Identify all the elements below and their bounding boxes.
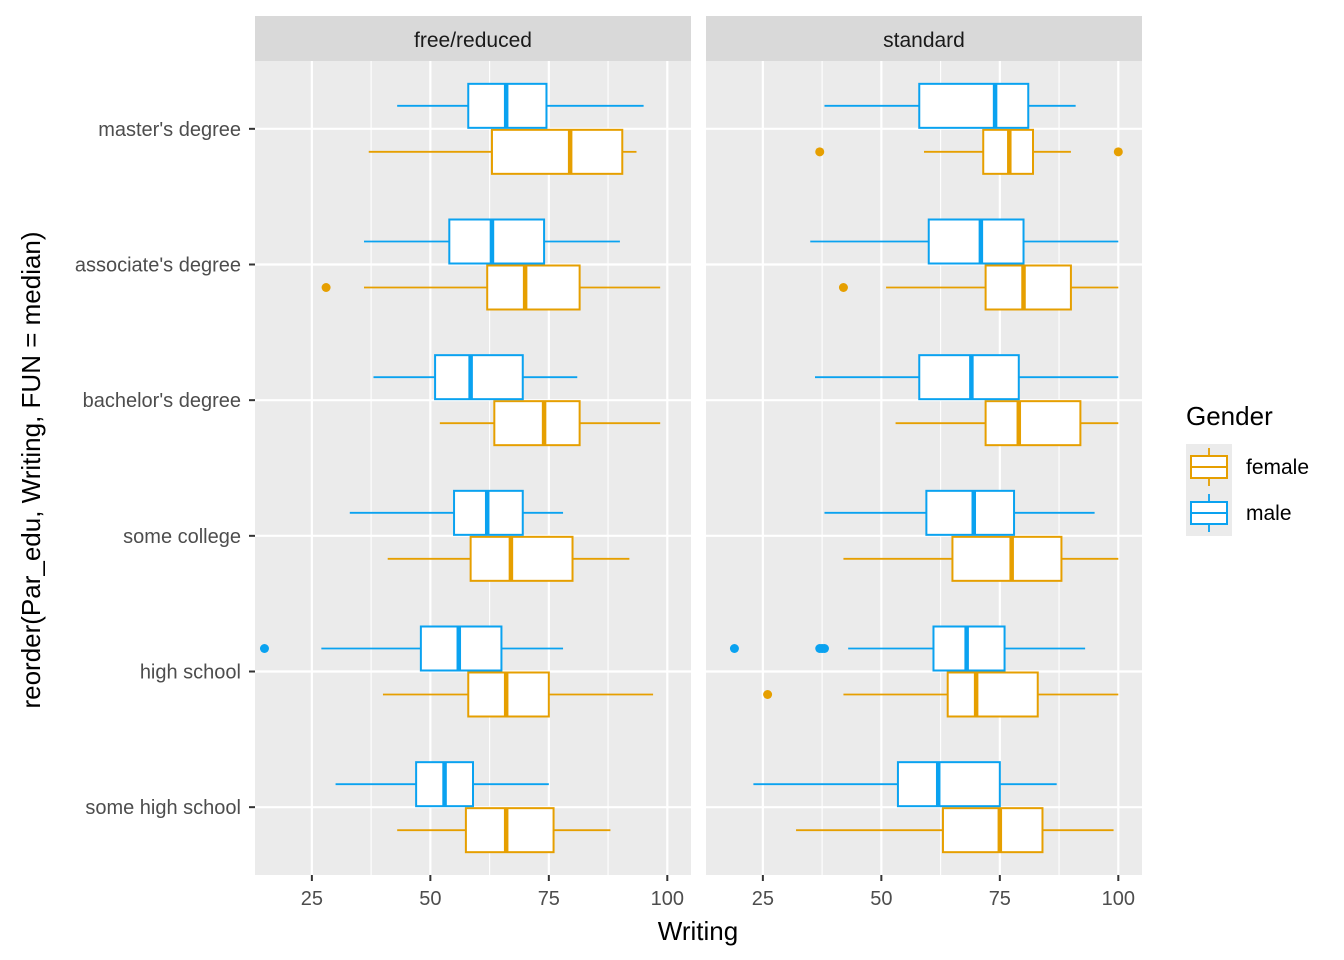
x-tick-label: 25 <box>752 888 774 910</box>
box-iqr <box>984 264 1072 311</box>
y-tick-label: master's degree <box>98 119 241 141</box>
box-female <box>838 264 1119 311</box>
box-iqr <box>486 264 581 311</box>
panel-background <box>706 61 1142 875</box>
box-iqr <box>467 671 550 718</box>
x-tick-label: 50 <box>419 888 441 910</box>
facet-strip-label: free/reduced <box>414 29 532 52</box>
box-iqr <box>419 625 503 672</box>
x-tick-label: 75 <box>989 888 1011 910</box>
outlier-point <box>819 644 829 653</box>
box-iqr <box>434 354 524 401</box>
box-male <box>729 625 1086 672</box>
box-iqr <box>932 625 1006 672</box>
outlier-point <box>729 644 739 653</box>
box-iqr <box>951 535 1063 582</box>
outlier-point <box>763 690 773 699</box>
box-iqr <box>918 82 1030 129</box>
facet-strip <box>255 16 691 61</box>
y-tick-label: associate's degree <box>75 255 241 277</box>
outlier-point <box>321 283 331 292</box>
box-iqr <box>925 489 1016 536</box>
box-iqr <box>469 535 574 582</box>
box-male <box>824 82 1076 129</box>
y-axis-title: reorder(Par_edu, Writing, FUN = median) <box>16 231 46 708</box>
box-female <box>397 807 611 854</box>
outlier-point <box>815 147 825 157</box>
box-iqr <box>918 354 1020 401</box>
box-female <box>843 535 1119 582</box>
box-male <box>364 218 620 265</box>
box-iqr <box>941 807 1044 854</box>
box-female <box>763 671 1119 718</box>
outlier-point <box>259 644 269 653</box>
box-female <box>368 128 637 175</box>
x-tick-label: 75 <box>538 888 560 910</box>
box-iqr <box>946 671 1039 718</box>
box-iqr <box>984 400 1082 447</box>
facet-panels: free/reduced standard <box>255 16 1142 875</box>
x-tick-label: 100 <box>1102 888 1135 910</box>
box-female <box>382 671 654 718</box>
box-female <box>387 535 630 582</box>
box-female <box>321 264 661 311</box>
box-male <box>259 625 564 672</box>
box-male <box>810 218 1119 265</box>
box-female <box>815 128 1123 175</box>
box-iqr <box>896 761 1001 808</box>
y-axis: some high school high school some college b… <box>75 119 255 819</box>
legend: Gender female male <box>1186 401 1309 536</box>
box-male <box>349 489 564 536</box>
outlier-point <box>838 283 848 292</box>
facet-strip-label: standard <box>883 29 965 52</box>
box-male <box>753 761 1057 808</box>
legend-label-female: female <box>1246 456 1309 479</box>
facet-panel-0: free/reduced <box>255 16 691 875</box>
box-iqr <box>927 218 1025 265</box>
facet-strip <box>706 16 1142 61</box>
y-tick-label: some college <box>123 526 241 548</box>
y-tick-label: bachelor's degree <box>83 390 241 412</box>
box-female <box>439 400 661 447</box>
box-male <box>397 82 644 129</box>
y-tick-label: high school <box>140 662 241 684</box>
box-iqr <box>464 807 555 854</box>
facet-panel-1: standard <box>706 16 1142 875</box>
y-tick-label: some high school <box>85 797 241 819</box>
box-iqr <box>448 218 546 265</box>
legend-label-male: male <box>1246 502 1292 525</box>
x-tick-label: 25 <box>301 888 323 910</box>
x-axis: 25 50 75 100 25 50 75 100 <box>301 875 1135 910</box>
panel-background <box>255 61 691 875</box>
outlier-point <box>1113 147 1123 157</box>
box-male <box>335 761 549 808</box>
x-tick-label: 50 <box>870 888 892 910</box>
box-male <box>815 354 1119 401</box>
box-female <box>796 807 1114 854</box>
box-male <box>373 354 578 401</box>
box-iqr <box>493 400 581 447</box>
box-iqr <box>490 128 624 175</box>
x-axis-title: Writing <box>658 916 738 946</box>
x-tick-label: 100 <box>651 888 684 910</box>
box-female <box>895 400 1119 447</box>
legend-title: Gender <box>1186 401 1273 431</box>
box-male <box>824 489 1095 536</box>
